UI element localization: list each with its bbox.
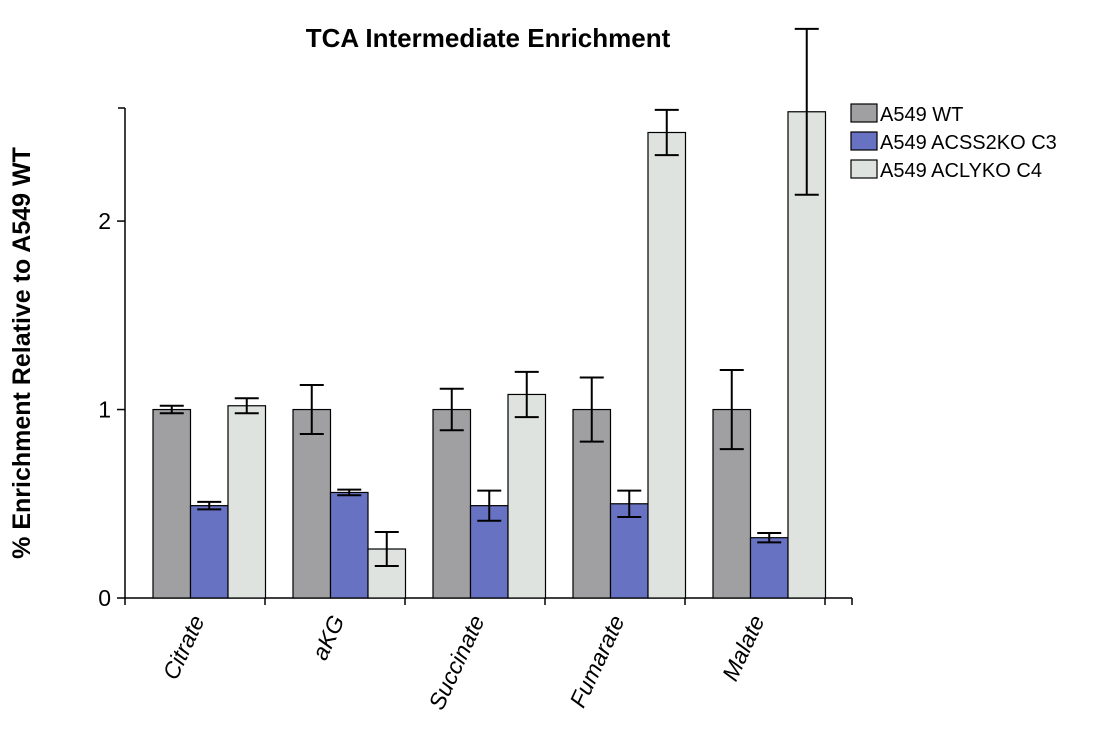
bar-akg-series-1 [292, 408, 332, 599]
error-bar [514, 370, 539, 419]
error-bar [654, 108, 679, 157]
error-bar [579, 376, 604, 443]
legend-label: A549 WT [880, 104, 963, 126]
y-tick-label: 1 [98, 397, 111, 423]
error-bar [617, 489, 642, 518]
x-tick-label: Fumarate [564, 611, 629, 711]
error-bar [374, 531, 399, 567]
bar-fumarate-series-3 [647, 131, 687, 599]
bar-succinate-series-3 [507, 393, 547, 599]
error-bar [794, 27, 819, 196]
y-tick-label: 2 [98, 208, 111, 234]
plot-area: 0 1 2 Citrate aKG Succinate Fumarate Malate [98, 27, 853, 714]
legend-swatch [850, 131, 878, 151]
x-tick-label: Succinate [423, 611, 489, 714]
error-bar [234, 397, 259, 415]
error-bar [439, 387, 464, 432]
bar-akg-series-2 [329, 491, 369, 599]
bar-succinate-series-1 [432, 408, 472, 599]
error-bar [197, 500, 222, 511]
legend: A549 WT A549 ACSS2KO C3 A549 ACLYKO C4 [850, 103, 1057, 182]
y-tick-label: 0 [98, 585, 111, 611]
error-bar [337, 488, 362, 497]
bar-fumarate-series-2 [609, 503, 649, 599]
error-bar [299, 384, 324, 436]
bar-malate-series-2 [749, 537, 789, 599]
bar-citrate-series-1 [152, 408, 192, 599]
error-bar [719, 368, 744, 451]
x-tick-label: Citrate [157, 611, 209, 683]
y-axis-label: % Enrichment Relative to A549 WT [8, 147, 36, 559]
legend-label: A549 ACSS2KO C3 [880, 132, 1057, 154]
error-bar [477, 489, 502, 522]
error-bar [159, 404, 184, 415]
bar-citrate-series-3 [227, 405, 267, 599]
chart-title: TCA Intermediate Enrichment [306, 23, 671, 53]
legend-label: A549 ACLYKO C4 [880, 160, 1042, 182]
x-tick-label: Malate [717, 611, 770, 685]
error-bar [757, 531, 782, 544]
x-tick-label: aKG [307, 611, 350, 664]
bar-citrate-series-2 [189, 505, 229, 599]
legend-swatch [850, 103, 878, 123]
legend-swatch [850, 159, 878, 179]
